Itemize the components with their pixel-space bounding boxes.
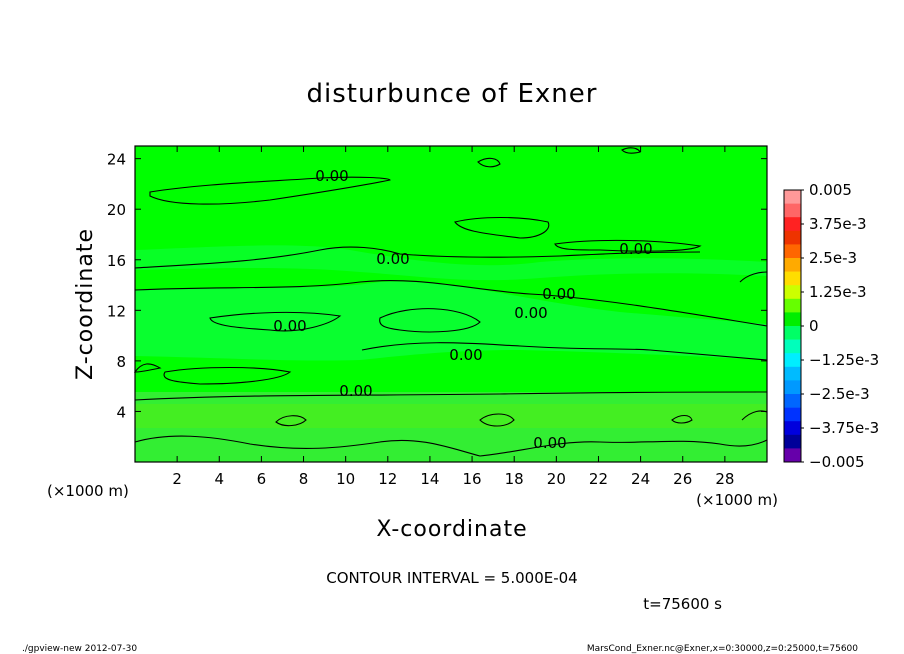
field-bands (135, 245, 767, 462)
y-axis-title: Z-coordinate (73, 228, 98, 380)
colorbar-swatch (784, 244, 801, 259)
colorbar-swatch (784, 258, 801, 272)
colorbar-swatch (784, 190, 801, 204)
contour-label: 0.00 (339, 382, 372, 400)
colorbar-swatch (784, 407, 801, 422)
contour-lines (133, 147, 768, 457)
contour-line (379, 308, 481, 333)
contour-label: 0.00 (619, 240, 652, 258)
contour-line (671, 414, 693, 424)
colorbar-swatch (784, 394, 801, 408)
colorbar-swatch (784, 271, 801, 286)
y-axis-unit: (×1000 m) (47, 482, 129, 500)
colorbar-label: 0 (809, 317, 819, 335)
contour-label: 0.00 (514, 304, 547, 322)
x-tick-label: 18 (505, 470, 524, 488)
field-band-mid (135, 281, 767, 361)
colorbar-label: −1.25e-3 (809, 351, 879, 369)
x-tick-label: 6 (257, 470, 267, 488)
contour-line (479, 413, 515, 427)
contour-label: 0.00 (273, 317, 306, 335)
contour-label: 0.00 (449, 346, 482, 364)
contour-line (163, 366, 292, 385)
colorbar-label: 2.5e-3 (809, 249, 857, 267)
colorbar-swatch (784, 421, 801, 436)
contour-line (134, 246, 701, 269)
y-tick-label: 12 (107, 302, 126, 320)
colorbar-label: −0.005 (809, 453, 865, 471)
x-tick-label: 8 (299, 470, 309, 488)
colorbar-label: 3.75e-3 (809, 215, 867, 233)
plot-area: 0.000.000.000.000.000.000.000.000.00 (133, 145, 768, 463)
colorbar (783, 189, 802, 463)
x-tick-label: 2 (172, 470, 182, 488)
x-tick-label: 4 (214, 470, 224, 488)
x-tick-label: 14 (420, 470, 439, 488)
contour-line (149, 176, 391, 205)
time-text: t=75600 s (643, 595, 722, 613)
contour-line (477, 157, 501, 168)
contour-label: 0.00 (533, 434, 566, 452)
colorbar-swatch (784, 339, 801, 354)
colorbar-swatch (784, 448, 801, 463)
contour-interval-text: CONTOUR INTERVAL = 5.000E-04 (326, 569, 577, 587)
colorbar-swatch (784, 326, 801, 340)
x-axis-ticks: 2 4 6 8 10 12 14 16 18 20 22 24 26 28 (172, 146, 734, 488)
colorbar-swatch (784, 353, 801, 368)
footer-right-text: MarsCond_Exner.nc@Exner,x=0:30000,z=0:25… (587, 644, 858, 654)
contour-line (554, 239, 702, 252)
colorbar-swatch (784, 380, 801, 395)
colorbar-swatch (784, 312, 801, 327)
colorbar-swatch (784, 298, 801, 313)
contour-line (621, 147, 641, 154)
x-tick-label: 24 (631, 470, 650, 488)
colorbar-label: 1.25e-3 (809, 283, 867, 301)
field-band-low-inner (135, 404, 767, 428)
x-tick-label: 26 (673, 470, 692, 488)
colorbar-label: −3.75e-3 (809, 419, 879, 437)
x-axis-title: X-coordinate (376, 517, 527, 542)
contour-line (134, 435, 768, 457)
contour-label: 0.00 (315, 167, 348, 185)
plot-frame (134, 145, 768, 463)
contour-labels: 0.000.000.000.000.000.000.000.000.00 (273, 167, 652, 452)
contour-line (134, 391, 768, 401)
contour-line (134, 280, 768, 327)
y-tick-label: 4 (116, 403, 126, 421)
colorbar-label: −2.5e-3 (809, 385, 870, 403)
contour-label: 0.00 (376, 250, 409, 268)
y-axis-ticks: 4 8 12 16 20 24 (107, 151, 767, 421)
colorbar-labels: 0.005 3.75e-3 2.5e-3 1.25e-3 0 −1.25e-3 −2.5e-… (801, 181, 879, 471)
y-tick-label: 8 (116, 353, 126, 371)
y-tick-label: 20 (107, 201, 126, 219)
x-tick-label: 28 (715, 470, 734, 488)
contour-line (275, 415, 307, 427)
contour-line (454, 216, 550, 239)
colorbar-swatch (784, 203, 801, 218)
contour-line (133, 363, 162, 373)
x-tick-label: 22 (589, 470, 608, 488)
field-band-upper (135, 245, 767, 281)
colorbar-swatch (784, 217, 801, 232)
contour-line (209, 311, 342, 332)
x-tick-label: 20 (547, 470, 566, 488)
chart-title: disturbunce of Exner (307, 79, 598, 109)
x-tick-label: 16 (463, 470, 482, 488)
colorbar-swatch (784, 434, 801, 449)
x-tick-label: 10 (336, 470, 355, 488)
colorbar-swatch (784, 230, 801, 245)
y-tick-label: 24 (107, 151, 126, 169)
colorbar-label: 0.005 (809, 181, 852, 199)
footer-left-text: ./gpview-new 2012-07-30 (22, 644, 137, 654)
contour-label: 0.00 (542, 285, 575, 303)
x-axis-unit: (×1000 m) (696, 491, 778, 509)
contour-line (361, 342, 768, 361)
colorbar-swatch (784, 366, 801, 381)
contour-line (739, 271, 768, 283)
x-tick-label: 12 (378, 470, 397, 488)
colorbar-swatch (784, 285, 801, 300)
y-tick-label: 16 (107, 252, 126, 270)
